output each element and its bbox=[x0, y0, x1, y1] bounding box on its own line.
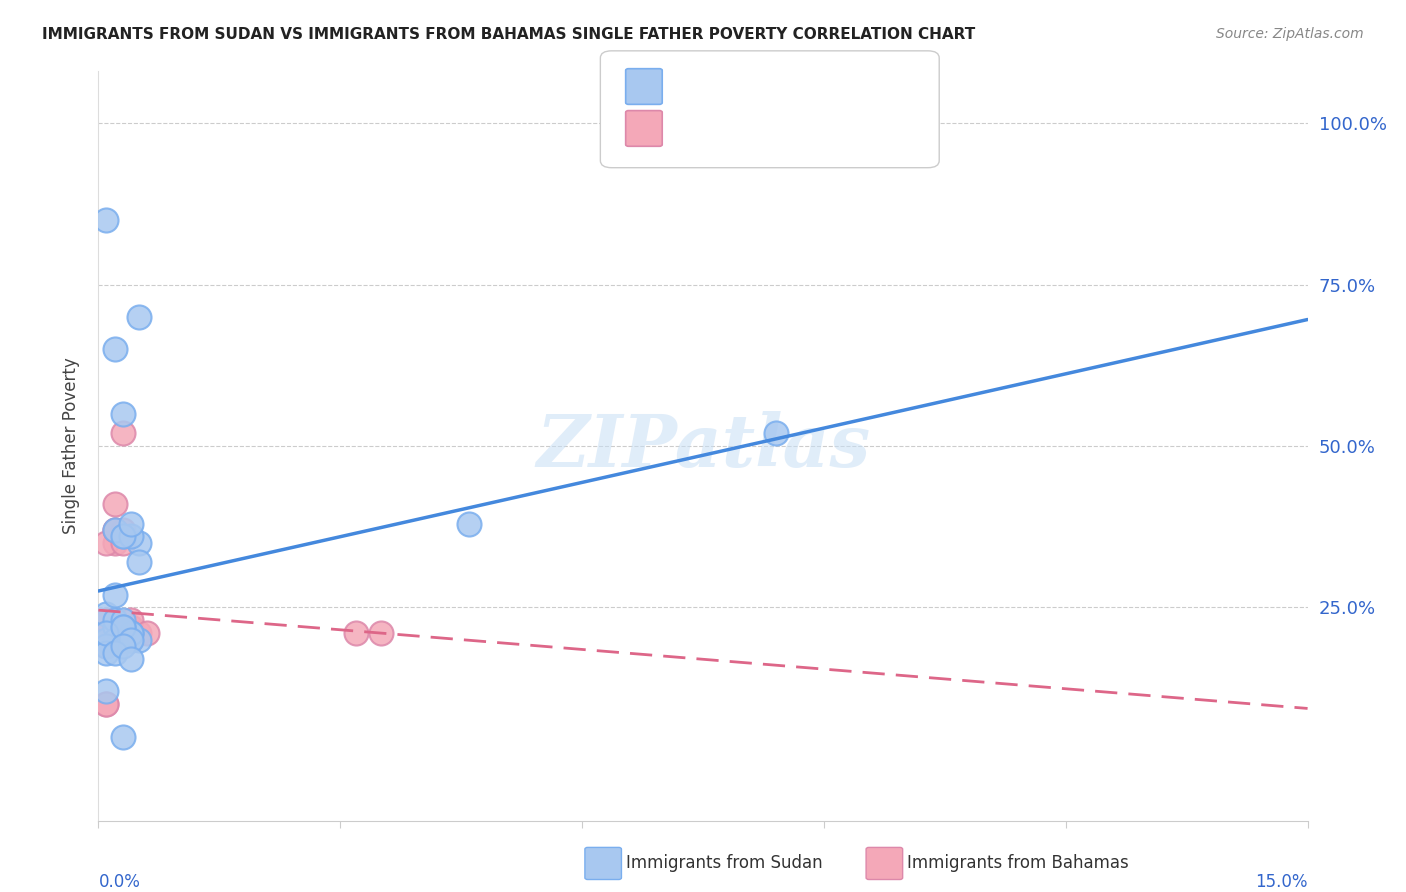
Point bbox=[120, 529, 142, 543]
Point bbox=[111, 620, 134, 634]
Text: Immigrants from Bahamas: Immigrants from Bahamas bbox=[907, 855, 1129, 872]
Text: 38: 38 bbox=[808, 78, 831, 95]
Point bbox=[103, 536, 125, 550]
Point bbox=[103, 620, 125, 634]
Point bbox=[96, 684, 118, 698]
Point bbox=[96, 646, 118, 660]
Point bbox=[96, 639, 118, 653]
Point bbox=[765, 426, 787, 441]
Point bbox=[111, 620, 134, 634]
Point bbox=[96, 698, 118, 712]
Point bbox=[128, 310, 150, 324]
Point bbox=[120, 632, 142, 647]
Point bbox=[111, 529, 134, 543]
Point bbox=[111, 639, 134, 653]
Point bbox=[103, 523, 125, 537]
Point bbox=[96, 614, 118, 628]
Point bbox=[120, 516, 142, 531]
Point bbox=[111, 426, 134, 441]
Point bbox=[111, 632, 134, 647]
Text: 0.291: 0.291 bbox=[710, 119, 762, 136]
Point bbox=[120, 652, 142, 666]
Text: 37: 37 bbox=[808, 119, 831, 136]
Point bbox=[96, 632, 118, 647]
Point bbox=[111, 620, 134, 634]
Text: 0.502: 0.502 bbox=[710, 78, 761, 95]
Point bbox=[128, 536, 150, 550]
Point bbox=[103, 620, 125, 634]
Point bbox=[96, 536, 118, 550]
Point bbox=[96, 639, 118, 653]
Text: IMMIGRANTS FROM SUDAN VS IMMIGRANTS FROM BAHAMAS SINGLE FATHER POVERTY CORRELATI: IMMIGRANTS FROM SUDAN VS IMMIGRANTS FROM… bbox=[42, 27, 976, 42]
Point bbox=[96, 698, 118, 712]
Point bbox=[120, 626, 142, 640]
Point bbox=[111, 523, 134, 537]
Text: 15.0%: 15.0% bbox=[1256, 873, 1308, 891]
Point bbox=[120, 614, 142, 628]
Point bbox=[111, 632, 134, 647]
Point bbox=[111, 626, 134, 640]
Point bbox=[111, 620, 134, 634]
Point bbox=[96, 626, 118, 640]
Text: R =: R = bbox=[671, 78, 710, 95]
Point bbox=[96, 213, 118, 227]
Point bbox=[103, 632, 125, 647]
Point bbox=[111, 632, 134, 647]
Point bbox=[103, 497, 125, 511]
Point bbox=[111, 730, 134, 744]
Point bbox=[120, 620, 142, 634]
Point bbox=[128, 632, 150, 647]
Point bbox=[120, 626, 142, 640]
Point bbox=[96, 632, 118, 647]
Point bbox=[103, 632, 125, 647]
Point bbox=[128, 626, 150, 640]
Point bbox=[111, 614, 134, 628]
Point bbox=[103, 620, 125, 634]
Point bbox=[96, 626, 118, 640]
Point bbox=[96, 632, 118, 647]
Point bbox=[111, 536, 134, 550]
Point bbox=[111, 407, 134, 421]
Text: N =: N = bbox=[773, 119, 813, 136]
Point bbox=[120, 632, 142, 647]
Point bbox=[370, 626, 392, 640]
Point bbox=[103, 614, 125, 628]
Text: 0.0%: 0.0% bbox=[98, 873, 141, 891]
Point bbox=[120, 632, 142, 647]
Point bbox=[103, 646, 125, 660]
Point bbox=[103, 626, 125, 640]
Text: N =: N = bbox=[773, 78, 813, 95]
Y-axis label: Single Father Poverty: Single Father Poverty bbox=[62, 358, 80, 534]
Text: R =: R = bbox=[671, 119, 710, 136]
Point bbox=[103, 588, 125, 602]
Point bbox=[458, 516, 481, 531]
Point bbox=[103, 523, 125, 537]
Point bbox=[111, 626, 134, 640]
Point bbox=[128, 555, 150, 569]
Text: Source: ZipAtlas.com: Source: ZipAtlas.com bbox=[1216, 27, 1364, 41]
Point bbox=[120, 626, 142, 640]
Point bbox=[111, 632, 134, 647]
Point bbox=[103, 342, 125, 356]
Point bbox=[111, 529, 134, 543]
Point bbox=[344, 626, 367, 640]
Point bbox=[111, 620, 134, 634]
Point bbox=[120, 626, 142, 640]
Point bbox=[103, 523, 125, 537]
Point bbox=[111, 626, 134, 640]
Point bbox=[111, 632, 134, 647]
Point bbox=[96, 607, 118, 621]
Point bbox=[135, 626, 157, 640]
Point bbox=[103, 632, 125, 647]
Text: Immigrants from Sudan: Immigrants from Sudan bbox=[626, 855, 823, 872]
Text: ZIPatlas: ZIPatlas bbox=[536, 410, 870, 482]
